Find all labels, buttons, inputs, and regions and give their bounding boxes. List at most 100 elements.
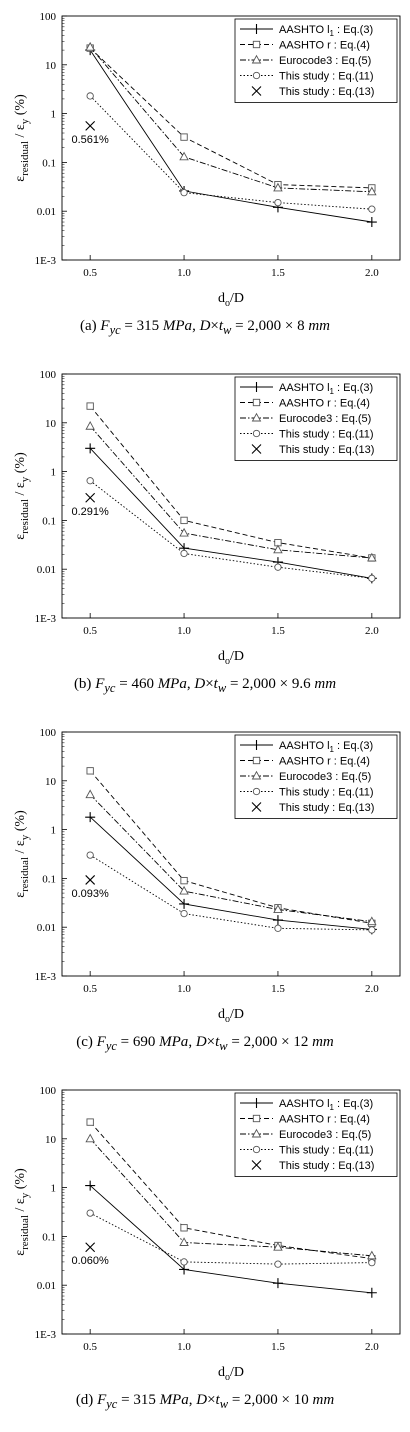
data-point-3-c — [274, 924, 282, 932]
x-axis-label-a: do/D — [218, 291, 244, 309]
series-4-b — [85, 492, 96, 503]
legend-marker-0-c — [251, 740, 262, 750]
y-tick-label-c: 1 — [51, 825, 57, 837]
series-3-a — [86, 92, 376, 213]
data-point-2-b — [85, 421, 95, 430]
data-point-1-c — [180, 876, 188, 885]
x-tick-label-b: 1.0 — [177, 625, 191, 637]
legend-label-4-d: This study : Eq.(13) — [279, 1160, 374, 1172]
legend-label-4-b: This study : Eq.(13) — [279, 444, 374, 456]
data-point-4-b — [85, 492, 96, 503]
legend-label-1-a: AASHTO r : Eq.(4) — [279, 40, 370, 52]
y-tick-label-c: 10 — [45, 776, 57, 788]
data-point-2-d — [85, 1133, 95, 1143]
series-line-1-b — [89, 405, 372, 559]
legend-label-0-d: AASHTO l1 : Eq.(3) — [279, 1098, 373, 1112]
series-4-c — [85, 875, 96, 885]
legend-label-2-b: Eurocode3 : Eq.(5) — [279, 413, 371, 425]
x-axis-label-c: do/D — [218, 1007, 244, 1025]
x-tick-label-b: 1.5 — [271, 625, 285, 637]
legend-marker-1-d — [252, 1114, 261, 1123]
y-axis-label-d: εresidual / εy (%) — [13, 1168, 31, 1256]
data-point-2-b — [273, 544, 283, 554]
legend-marker-2-a — [251, 54, 262, 64]
series-4-d — [85, 1242, 96, 1253]
data-point-0-c — [85, 812, 96, 823]
series-line-3-a — [89, 95, 372, 210]
series-line-1-d — [89, 1121, 372, 1260]
data-point-3-a — [86, 92, 94, 100]
data-point-2-d — [367, 1250, 377, 1260]
series-line-1-a — [89, 47, 372, 189]
x-tick-label-c: 1.5 — [271, 983, 285, 995]
data-point-2-a — [273, 182, 283, 192]
annotation-c: 0.093% — [72, 888, 110, 900]
data-point-0-d — [85, 1180, 96, 1191]
data-point-3-a — [274, 198, 282, 207]
data-point-4-d — [85, 1242, 96, 1253]
y-axis-label-b: εresidual / εy (%) — [13, 452, 31, 540]
y-tick-label-a: 1E-3 — [35, 255, 57, 267]
series-2-b — [85, 421, 377, 562]
legend-label-4-c: This study : Eq.(13) — [279, 802, 374, 814]
caption-a: (a) Fyc = 315 MPa, D×tw = 2,000 × 8 mm — [79, 318, 330, 337]
legend-marker-3-a — [252, 71, 261, 80]
legend-label-0-a: AASHTO l1 : Eq.(3) — [279, 24, 373, 38]
y-tick-label-d: 10 — [45, 1134, 57, 1146]
y-axis-label-c: εresidual / εy (%) — [13, 810, 31, 898]
legend-label-2-d: Eurocode3 : Eq.(5) — [279, 1129, 371, 1141]
legend-d — [234, 1092, 398, 1177]
y-tick-label-a: 0.01 — [37, 206, 56, 218]
series-line-2-b — [89, 425, 372, 559]
caption-d-dims: 2,000 × 10 — [244, 1392, 309, 1408]
y-tick-label-d: 100 — [40, 1085, 57, 1097]
annotation-d: 0.060% — [72, 1255, 110, 1267]
data-point-0-d — [179, 1264, 190, 1275]
x-tick-label-d: 0.5 — [83, 1341, 97, 1353]
y-tick-label-b: 0.1 — [42, 515, 56, 527]
caption-b-dims: 2,000 × 9.6 — [242, 676, 311, 692]
legend-label-1-d: AASHTO r : Eq.(4) — [279, 1114, 370, 1126]
caption-d-label: (d) — [75, 1392, 94, 1408]
x-tick-label-b: 0.5 — [83, 625, 97, 637]
legend-marker-2-b — [251, 412, 262, 422]
series-3-c — [86, 851, 376, 934]
series-line-2-a — [89, 46, 372, 193]
data-point-3-d — [180, 1258, 188, 1266]
x-axis-label-b: do/D — [218, 649, 244, 667]
series-4-a — [85, 120, 96, 131]
x-tick-label-c: 0.5 — [83, 983, 97, 995]
legend-label-3-b: This study : Eq.(11) — [279, 429, 374, 441]
legend-marker-2-d — [251, 1128, 262, 1138]
data-point-2-b — [367, 552, 377, 562]
data-point-3-b — [180, 549, 188, 558]
x-tick-label-a: 0.5 — [83, 267, 97, 279]
data-point-0-c — [179, 898, 190, 909]
caption-a-dims: 2,000 × 8 — [247, 318, 305, 334]
annotation-a: 0.561% — [72, 134, 110, 146]
caption-a-fy: 315 — [136, 318, 160, 334]
legend-label-3-a: This study : Eq.(11) — [279, 71, 374, 83]
y-tick-label-a: 10 — [45, 60, 57, 72]
series-line-2-d — [89, 1138, 372, 1257]
data-point-3-a — [180, 188, 188, 197]
series-2-d — [85, 1133, 377, 1260]
caption-b-label: (b) — [73, 676, 92, 692]
y-tick-label-c: 0.01 — [37, 922, 56, 934]
data-point-3-d — [368, 1258, 376, 1267]
data-point-0-d — [272, 1278, 283, 1289]
series-line-0-a — [89, 49, 372, 223]
legend-marker-1-a — [252, 40, 261, 49]
chart-d-svg: 1E-3 0.01 0.1 1 10 100 0.5 1.0 1.5 2.0 do/D εresidu… — [13, 1085, 401, 1383]
legend-label-1-b: AASHTO r : Eq.(4) — [279, 398, 370, 410]
data-point-0-a — [366, 217, 377, 228]
legend-a — [234, 18, 398, 103]
series-line-0-d — [89, 1185, 372, 1294]
y-tick-label-d: 1 — [51, 1183, 57, 1195]
caption-d: (d) Fyc = 315 MPa, D×tw = 2,000 × 10 mm — [75, 1392, 335, 1411]
data-point-3-d — [274, 1260, 282, 1268]
data-point-1-b — [86, 402, 94, 410]
y-tick-label-a: 0.1 — [42, 157, 56, 169]
data-point-2-a — [367, 186, 377, 196]
x-tick-label-a: 2.0 — [365, 267, 379, 279]
